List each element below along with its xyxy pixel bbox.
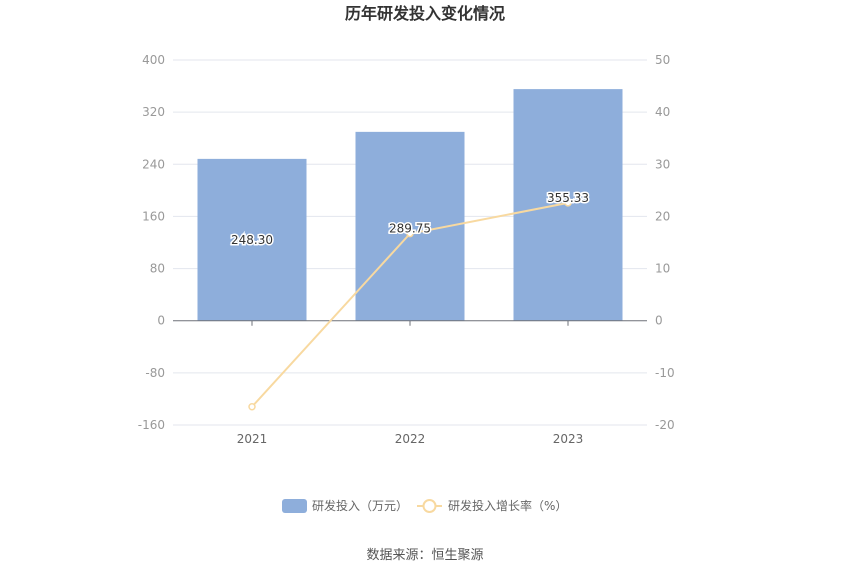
legend-swatch-bar	[282, 499, 307, 513]
legend-label-line: 研发投入增长率（%）	[448, 498, 567, 513]
y-left-tick-label: -160	[138, 418, 165, 432]
bar-labels: 248.30 289.75 355.33	[230, 189, 591, 248]
y-right-tick-label: 10	[655, 262, 670, 276]
x-tick-label: 2021	[237, 432, 268, 446]
y-right-tick-label: 30	[655, 157, 670, 171]
source-note: 数据来源：恒生聚源	[366, 548, 483, 563]
legend-swatch-marker	[422, 499, 437, 513]
legend-label-bar: 研发投入（万元）	[312, 498, 408, 513]
y-right-tick-label: -10	[655, 366, 675, 380]
bar-value-label: 289.75	[389, 222, 431, 236]
y-left-tick-label: 320	[142, 105, 165, 119]
axes: 400 320 240 160 80 0 -80 -160 50 40 30 20 10 0 -10 -20 2…	[138, 53, 675, 446]
y-left-tick-label: 0	[157, 314, 165, 328]
x-tick-label: 2023	[553, 432, 584, 446]
y-left-tick-label: 240	[142, 157, 165, 171]
bar-value-label: 355.33	[547, 191, 589, 205]
y-left-tick-label: 80	[150, 262, 165, 276]
y-right-tick-label: -20	[655, 418, 675, 432]
y-right-tick-label: 20	[655, 209, 670, 223]
growth-line	[248, 199, 572, 411]
growth-point[interactable]	[406, 229, 414, 238]
y-left-tick-label: 400	[142, 53, 165, 67]
y-right-tick-label: 50	[655, 53, 670, 67]
y-right-tick-label: 0	[655, 314, 663, 328]
legend-item-bar[interactable]: 研发投入（万元）	[282, 498, 408, 513]
bar	[197, 158, 307, 321]
x-tick-label: 2022	[395, 432, 426, 446]
chart-title: 历年研发投入变化情况	[345, 4, 505, 23]
legend-item-line[interactable]: 研发投入增长率（%）	[417, 498, 567, 513]
legend[interactable]: 研发投入（万元） 研发投入增长率（%）	[282, 498, 567, 513]
y-left-tick-label: 160	[142, 209, 165, 223]
y-right-tick-label: 40	[655, 105, 670, 119]
growth-point[interactable]	[248, 403, 256, 411]
y-left-tick-label: -80	[145, 366, 165, 380]
bar-value-label: 248.30	[231, 233, 273, 247]
growth-point[interactable]	[564, 199, 572, 207]
